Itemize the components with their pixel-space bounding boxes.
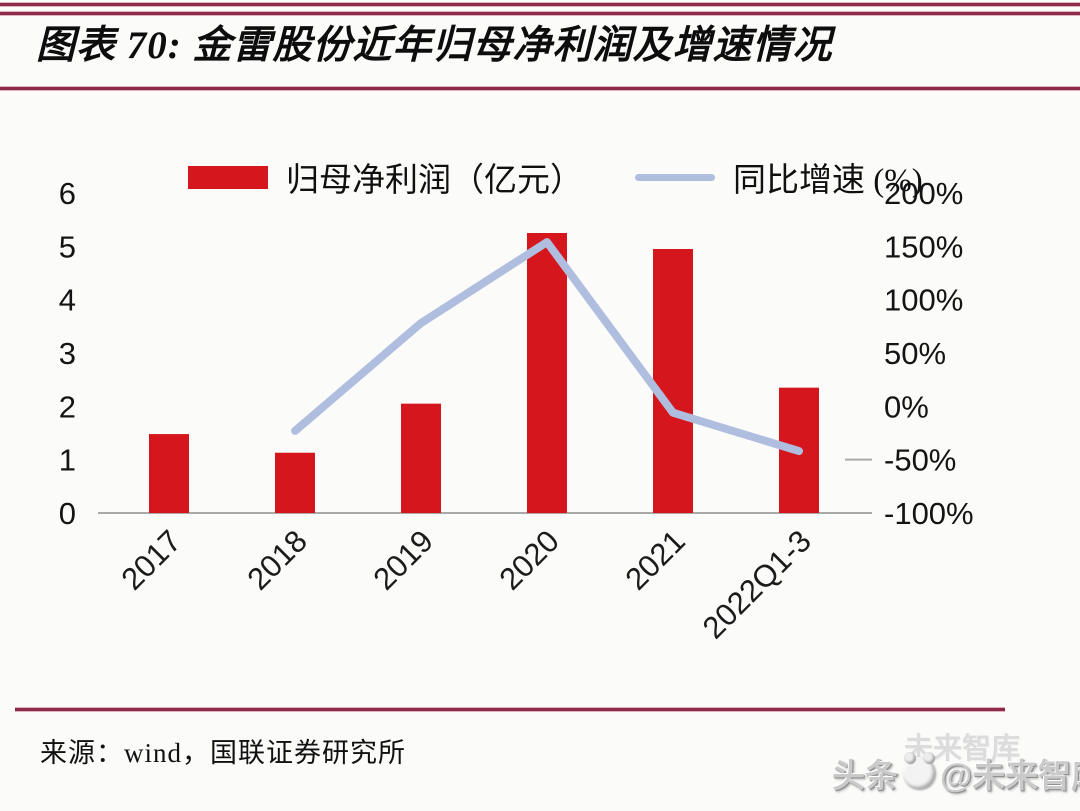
left-axis-tick-5: 5 [59,229,76,264]
figure-header: 图表 70: 金雷股份近年归母净利润及增速情况 [0,0,1080,140]
right-axis-tick-200%: 200% [884,176,963,211]
watermark-row: 头条 @未来智库 [832,749,1080,797]
left-axis-tick-4: 4 [59,283,76,318]
legend-label-yoy-growth: 同比增速 (%) [733,163,923,199]
right-axis-tick--50%: -50% [884,443,956,478]
x-label-2018: 2018 [240,523,314,597]
bar-2019 [401,403,441,513]
left-axis-tick-0: 0 [59,496,76,531]
legend-item-net-profit: 归母净利润（亿元） [188,153,583,201]
right-axis-tick-50%: 50% [884,336,946,371]
source-note: 来源：wind，国联证券研究所 [40,738,406,768]
legend-label-net-profit: 归母净利润（亿元） [286,163,583,199]
bar-2020 [527,233,567,513]
x-label-2020: 2020 [492,523,566,597]
right-axis-tick-0%: 0% [884,389,929,424]
right-axis-tick-100%: 100% [884,283,963,318]
yoy-growth-line [291,238,803,456]
top-rule-1 [0,3,1080,6]
watermark-prefix: 头条 [832,757,898,794]
right-axis-tick-150%: 150% [884,229,963,264]
right-axis-tick--100%: -100% [884,496,974,531]
x-label-2022Q1-3: 2022Q1-3 [696,523,818,645]
x-label-2017: 2017 [114,523,188,597]
left-axis-tick-3: 3 [59,336,76,371]
line-series-swatch [635,173,715,181]
x-label-2019: 2019 [366,523,440,597]
chart-legend: 归母净利润（亿元） 同比增速 (%) [188,153,923,201]
top-rule-2 [0,12,1080,15]
chart-area: 6 5 4 3 2 1 0 200% 150% 100% 50% 0% -50% -100% 2017 201… [0,140,1080,709]
title-bottom-rule [0,87,1080,90]
bar-series-swatch [188,165,268,189]
thinktank-panda-logo-icon [903,752,935,789]
chart-svg: 6 5 4 3 2 1 0 200% 150% 100% 50% 0% -50% -100% 2017 201… [59,176,974,645]
left-axis-tick-1: 1 [59,443,76,478]
watermark: 未来智库 头条 @未来智库 [832,733,1080,805]
bar-2018 [275,452,315,513]
footer-rule [15,708,1005,711]
left-axis-tick-6: 6 [59,176,76,211]
bar-2017 [149,434,189,513]
watermark-handle: @未来智库 [940,757,1080,794]
left-axis-tick-2: 2 [59,389,76,424]
legend-item-yoy-growth: 同比增速 (%) [635,153,923,201]
x-label-2021: 2021 [618,523,692,597]
figure-title: 图表 70: 金雷股份近年归母净利润及增速情况 [36,24,833,67]
bar-2021 [653,249,693,513]
